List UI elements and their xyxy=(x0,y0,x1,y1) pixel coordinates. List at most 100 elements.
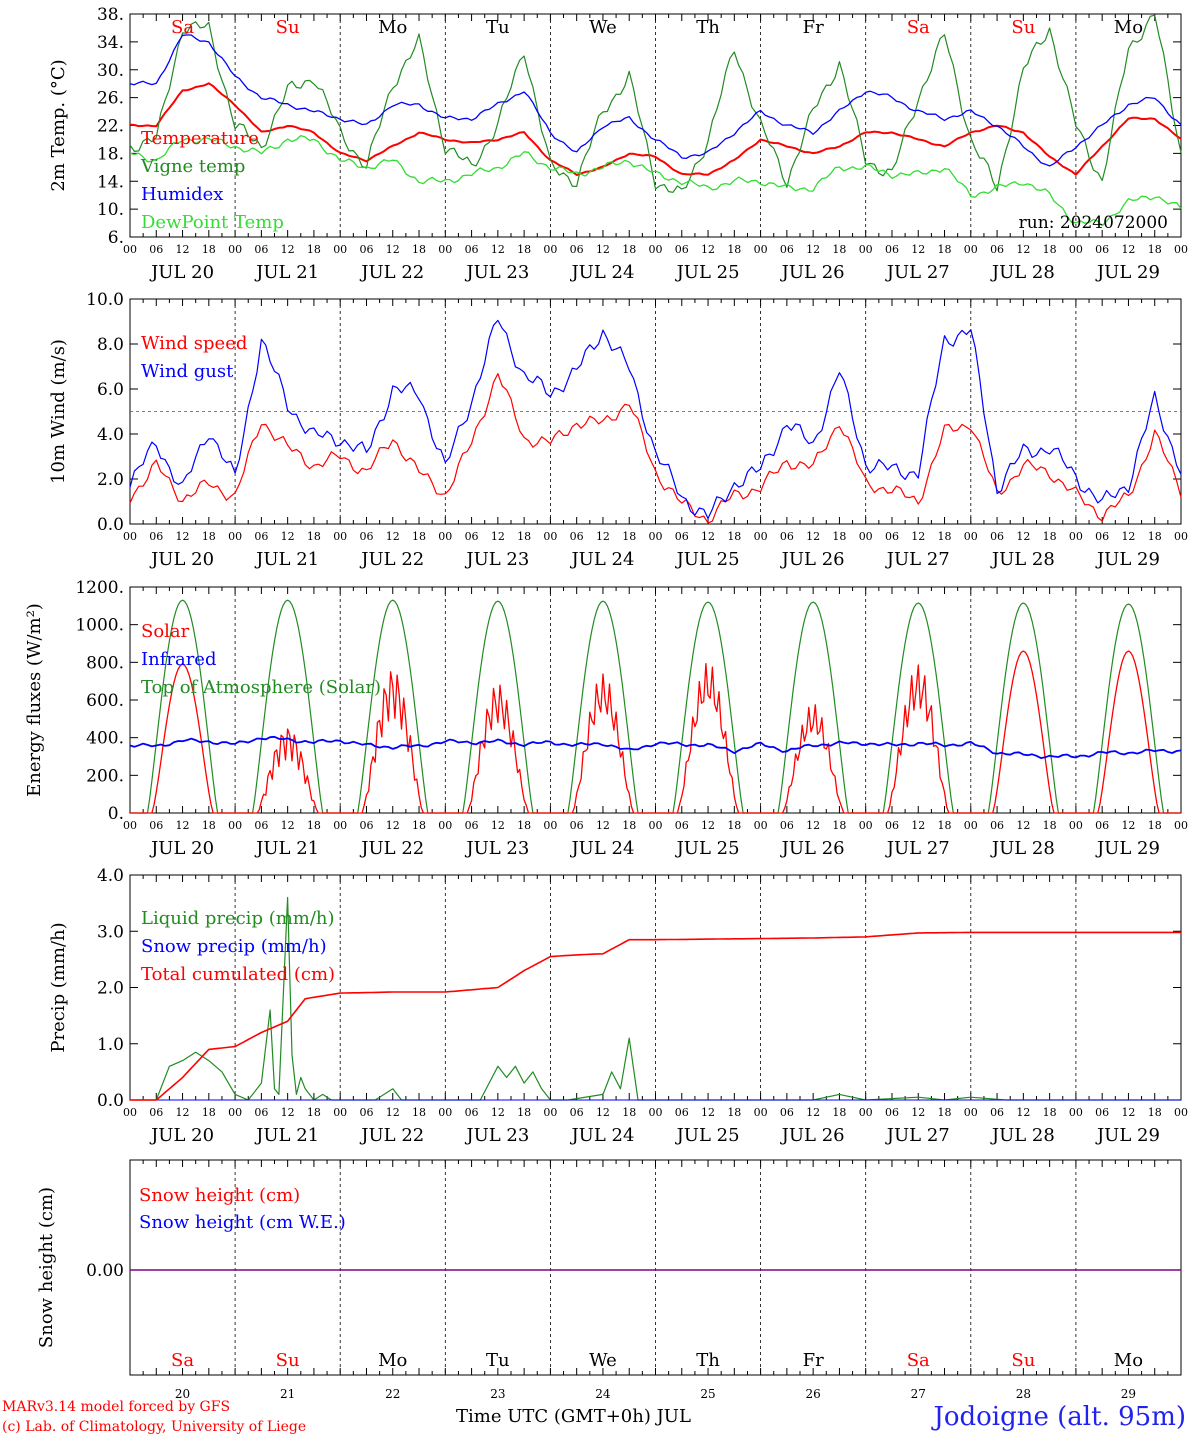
hour-tick-label: 18 xyxy=(517,530,531,543)
series-total-cumulated xyxy=(130,931,1181,1101)
hour-tick-label: 12 xyxy=(806,1106,820,1119)
hour-tick-label: 12 xyxy=(701,243,715,256)
series-wind-speed xyxy=(129,373,1182,524)
hour-tick-label: 12 xyxy=(386,530,400,543)
weekday-label: Mo xyxy=(1114,17,1143,38)
day-number-label: 25 xyxy=(700,1387,715,1401)
date-label: JUL 29 xyxy=(1095,549,1160,570)
hour-tick-label: 00 xyxy=(438,243,452,256)
hour-tick-label: 18 xyxy=(1148,819,1162,832)
hour-tick-label: 18 xyxy=(202,243,216,256)
hour-tick-label: 18 xyxy=(307,243,321,256)
hour-tick-label: 12 xyxy=(176,530,190,543)
weekday-label: Sa xyxy=(171,1350,194,1371)
hour-tick-label: 06 xyxy=(359,1106,373,1119)
day-number-label: 27 xyxy=(911,1387,926,1401)
date-label: JUL 27 xyxy=(885,1125,950,1146)
hour-tick-label: 12 xyxy=(911,243,925,256)
legend-entry: Solar xyxy=(141,621,190,642)
hour-tick-label: 18 xyxy=(1148,530,1162,543)
hour-tick-label: 12 xyxy=(596,530,610,543)
hour-tick-label: 18 xyxy=(832,530,846,543)
day-number-label: 21 xyxy=(280,1387,295,1401)
y-axis-label: Snow height (cm) xyxy=(36,1187,57,1348)
hour-tick-label: 18 xyxy=(727,1106,741,1119)
hour-tick-label: 00 xyxy=(228,1106,242,1119)
hour-tick-label: 00 xyxy=(543,530,557,543)
weekday-label: Fr xyxy=(803,1350,824,1371)
hour-tick-label: 12 xyxy=(1016,819,1030,832)
y-tick-label: 14. xyxy=(97,172,124,192)
date-label: JUL 27 xyxy=(885,262,950,283)
date-label: JUL 24 xyxy=(569,1125,634,1146)
hour-tick-label: 00 xyxy=(754,243,768,256)
hour-tick-label: 00 xyxy=(754,1106,768,1119)
hour-tick-label: 06 xyxy=(465,1106,479,1119)
date-label: JUL 23 xyxy=(464,549,529,570)
x-axis-title: Time UTC (GMT+0h) JUL xyxy=(456,1406,691,1427)
weekday-label: Fr xyxy=(803,17,824,38)
hour-tick-label: 06 xyxy=(1095,1106,1109,1119)
hour-tick-label: 12 xyxy=(911,530,925,543)
date-label: JUL 20 xyxy=(149,1125,214,1146)
hour-tick-label: 00 xyxy=(543,1106,557,1119)
hour-tick-label: 18 xyxy=(307,819,321,832)
legend-entry: Wind gust xyxy=(141,361,234,382)
hour-tick-label: 18 xyxy=(202,819,216,832)
hour-tick-label: 12 xyxy=(1016,1106,1030,1119)
hour-tick-label: 12 xyxy=(596,1106,610,1119)
hour-tick-label: 00 xyxy=(964,819,978,832)
hour-tick-label: 18 xyxy=(1043,819,1057,832)
weekday-label: Th xyxy=(696,1350,720,1371)
hour-tick-label: 12 xyxy=(596,243,610,256)
y-tick-label: 26. xyxy=(97,89,124,109)
hour-tick-label: 06 xyxy=(780,530,794,543)
hour-tick-label: 12 xyxy=(1016,243,1030,256)
hour-tick-label: 00 xyxy=(123,243,137,256)
model-credit: MARv3.14 model forced by GFS xyxy=(2,1399,231,1415)
hour-tick-label: 12 xyxy=(491,1106,505,1119)
hour-tick-label: 00 xyxy=(333,1106,347,1119)
hour-tick-label: 12 xyxy=(701,1106,715,1119)
series-solar xyxy=(130,650,1181,814)
hour-tick-label: 06 xyxy=(570,530,584,543)
legend-entry: Infrared xyxy=(141,649,216,670)
y-tick-label: 0.00 xyxy=(86,1261,124,1281)
hour-tick-label: 12 xyxy=(281,243,295,256)
date-label: JUL 25 xyxy=(675,838,740,859)
legend-entry: Temperature xyxy=(141,128,259,149)
legend-entry: Snow precip (mm/h) xyxy=(141,936,327,957)
weekday-label: Sa xyxy=(171,17,194,38)
hour-tick-label: 12 xyxy=(491,530,505,543)
y-axis-label: 2m Temp. (°C) xyxy=(48,59,69,191)
y-tick-label: 1200. xyxy=(75,578,124,598)
hour-tick-label: 12 xyxy=(1121,819,1135,832)
date-label: JUL 22 xyxy=(359,838,424,859)
date-label: JUL 28 xyxy=(990,262,1055,283)
hour-tick-label: 18 xyxy=(412,1106,426,1119)
hour-tick-label: 12 xyxy=(491,819,505,832)
hour-tick-label: 06 xyxy=(254,243,268,256)
hour-tick-label: 00 xyxy=(649,819,663,832)
date-label: JUL 29 xyxy=(1095,1125,1160,1146)
hour-tick-label: 00 xyxy=(1174,243,1188,256)
run-label: run: 2024072000 xyxy=(1019,213,1168,233)
date-label: JUL 22 xyxy=(359,262,424,283)
date-label: JUL 25 xyxy=(675,549,740,570)
hour-tick-label: 06 xyxy=(990,530,1004,543)
y-tick-label: 38. xyxy=(97,5,124,25)
hour-tick-label: 18 xyxy=(1148,243,1162,256)
hour-tick-label: 00 xyxy=(754,530,768,543)
hour-tick-label: 12 xyxy=(176,819,190,832)
date-label: JUL 23 xyxy=(464,838,529,859)
date-label: JUL 20 xyxy=(149,549,214,570)
weekday-label: Tu xyxy=(486,1350,510,1371)
hour-tick-label: 06 xyxy=(465,530,479,543)
day-number-label: 28 xyxy=(1016,1387,1031,1401)
date-label: JUL 25 xyxy=(675,1125,740,1146)
hour-tick-label: 00 xyxy=(543,243,557,256)
wind-panel: 00 06 12 18 00 06 12 18 00 06 12 18 00 06 12 18 00 06 12 18… xyxy=(48,290,1188,570)
hour-tick-label: 18 xyxy=(832,243,846,256)
hour-tick-label: 00 xyxy=(1069,1106,1083,1119)
